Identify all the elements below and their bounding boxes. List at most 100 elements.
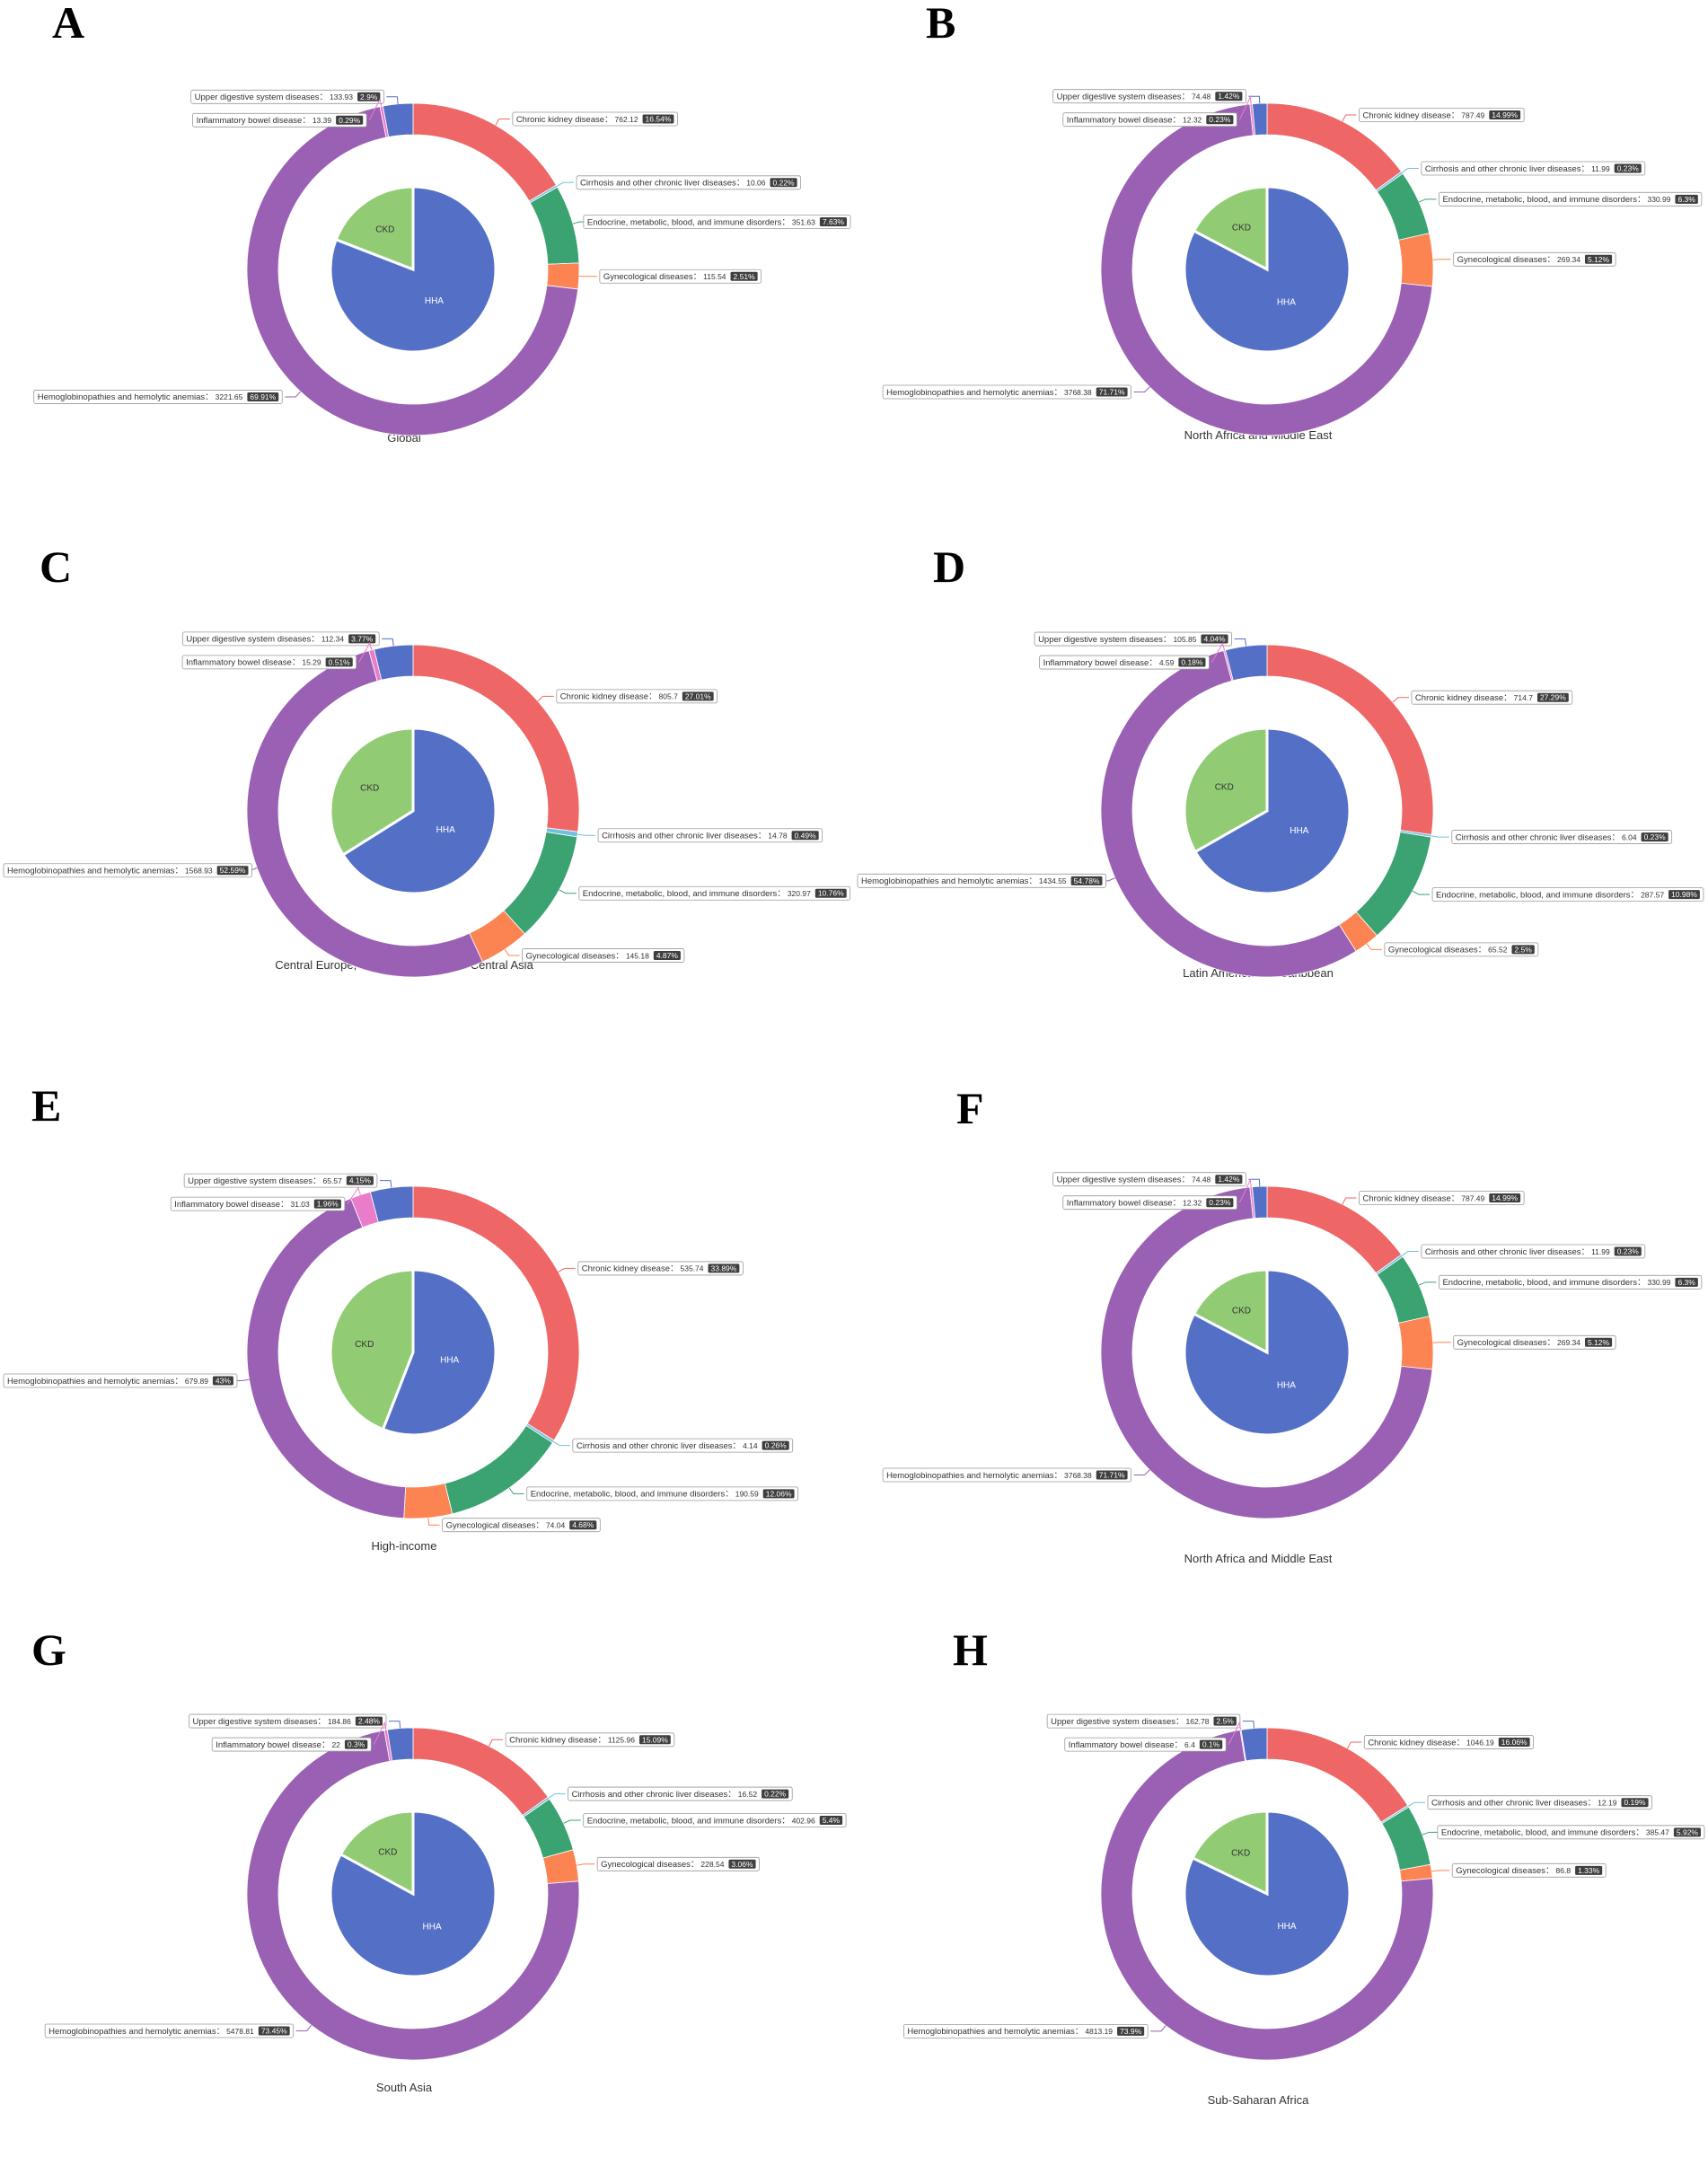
donut-slice-hemoglobinopathies-and-hemolytic-anemias[interactable] <box>246 650 483 978</box>
callout-percent: 16.54% <box>646 114 672 123</box>
callout-name: Chronic kidney disease： <box>516 115 613 125</box>
callout-value: 65.57 <box>323 1176 343 1185</box>
callout-percent: 1.33% <box>1578 1866 1600 1875</box>
donut-slice-upper-digestive-system-diseases[interactable] <box>382 102 414 137</box>
callout-chronic-kidney-disease: Chronic kidney disease： 714.7 27.29% <box>1392 690 1573 705</box>
callout-name: Chronic kidney disease： <box>509 1736 606 1746</box>
callout-percent: 0.22% <box>773 178 796 187</box>
callout-percent: 5.4% <box>823 1816 841 1825</box>
callout-endocrine-metabolic-blood-and-immune-disorders: Endocrine, metabolic, blood, and immune … <box>1418 1274 1703 1290</box>
pie-slice-ckd[interactable] <box>329 1268 415 1431</box>
panel-b: BNorth Africa and Middle EastCKDHHAChron… <box>854 0 1708 542</box>
panel-e: E High-income CKD HHA Chronic kidney disease… <box>0 1083 854 1624</box>
pie-slice-hha[interactable] <box>381 1268 497 1437</box>
callout-percent: 16.06% <box>1501 1738 1528 1747</box>
callout-percent: 2.48% <box>358 1717 381 1726</box>
donut-slice-upper-digestive-system-diseases[interactable] <box>1225 644 1268 682</box>
donut-slice-gynecological-diseases[interactable] <box>1397 1316 1434 1370</box>
panel-f: F North Africa and Middle East CKD HHA Chron… <box>854 1083 1708 1624</box>
callout-hemoglobinopathies-and-hemolytic-anemias: Hemoglobinopathies and hemolytic anemias… <box>3 863 258 878</box>
callout-value: 14.78 <box>768 832 788 841</box>
callout-percent: 3.77% <box>351 634 374 643</box>
callout-value: 6.04 <box>1622 832 1637 841</box>
pie-slice-hha[interactable] <box>1183 1268 1351 1437</box>
pie-slice-hha[interactable] <box>329 1809 497 1978</box>
pie-slice-ckd[interactable] <box>1183 726 1269 854</box>
callout-percent: 69.91% <box>250 392 276 401</box>
callout-name: Upper digestive system diseases： <box>186 635 319 645</box>
donut-slice-hemoglobinopathies-and-hemolytic-anemias[interactable] <box>246 1730 580 2061</box>
donut-slice-upper-digestive-system-diseases[interactable] <box>369 1185 414 1223</box>
callout-gynecological-diseases: Gynecological diseases： 86.8 1.33% <box>1431 1862 1607 1878</box>
callout-percent: 0.1% <box>1202 1740 1220 1749</box>
callout-endocrine-metabolic-blood-and-immune-disorders: Endocrine, metabolic, blood, and immune … <box>559 885 851 901</box>
donut-slice-gynecological-diseases[interactable] <box>403 1483 453 1519</box>
callout-cirrhosis-and-other-chronic-liver-diseases: Cirrhosis and other chronic liver diseas… <box>577 828 823 843</box>
callout-name: Upper digestive system diseases： <box>188 1176 321 1186</box>
callout-value: 162.78 <box>1185 1717 1209 1726</box>
donut-slice-endocrine-metabolic-blood-and-immune-disorders[interactable] <box>529 186 580 265</box>
pie-slice-ckd[interactable] <box>1192 1268 1269 1355</box>
donut-slice-upper-digestive-system-diseases[interactable] <box>1252 1185 1268 1219</box>
callout-percent: 0.51% <box>329 657 351 666</box>
callout-percent: 0.22% <box>764 1790 787 1799</box>
donut-slice-upper-digestive-system-diseases[interactable] <box>386 1727 414 1762</box>
donut-slice-gynecological-diseases[interactable] <box>546 262 580 290</box>
donut-slice-endocrine-metabolic-blood-and-immune-disorders[interactable] <box>503 832 578 935</box>
donut-slice-upper-digestive-system-diseases[interactable] <box>1240 1727 1268 1762</box>
donut-slice-hemoglobinopathies-and-hemolytic-anemias[interactable] <box>246 1197 407 1519</box>
callout-name: Endocrine, metabolic, blood, and immune … <box>1442 195 1645 205</box>
callout-chronic-kidney-disease: Chronic kidney disease： 787.49 14.99% <box>1342 1191 1525 1205</box>
donut-slice-hemoglobinopathies-and-hemolytic-anemias[interactable] <box>1100 1729 1434 2061</box>
pie-slice-ckd[interactable] <box>1192 185 1269 272</box>
pie-label-hha: HHA <box>1290 826 1308 836</box>
callout-value: 402.96 <box>792 1816 815 1825</box>
callout-percent: 33.89% <box>711 1264 737 1272</box>
donut-slice-upper-digestive-system-diseases[interactable] <box>374 644 414 681</box>
pie-label-hha: HHA <box>1277 1380 1296 1390</box>
donut-slice-hemoglobinopathies-and-hemolytic-anemias[interactable] <box>1100 649 1357 978</box>
pie-slice-ckd[interactable] <box>334 185 415 272</box>
callout-inflammatory-bowel-disease: Inflammatory bowel disease： 4.59 0.18% <box>1039 642 1226 670</box>
donut-slice-gynecological-diseases[interactable] <box>1397 233 1434 287</box>
callout-name: Inflammatory bowel disease： <box>1069 1740 1183 1750</box>
callout-percent: 1.42% <box>1218 1175 1240 1184</box>
callout-name: Hemoglobinopathies and hemolytic anemias… <box>48 2027 225 2037</box>
callout-name: Cirrhosis and other chronic liver diseas… <box>1425 1247 1589 1257</box>
callout-percent: 0.23% <box>1617 1247 1640 1256</box>
callout-name: Inflammatory bowel disease： <box>186 658 300 668</box>
pie-slice-hha[interactable] <box>1183 185 1351 354</box>
pie-slice-hha[interactable] <box>1193 726 1351 895</box>
pie-slice-hha[interactable] <box>329 185 497 354</box>
callout-percent: 2.51% <box>734 272 756 281</box>
donut-slice-hemoglobinopathies-and-hemolytic-anemias[interactable] <box>1100 103 1433 436</box>
callout-percent: 0.23% <box>1644 832 1667 841</box>
callout-percent: 5.12% <box>1588 1338 1610 1347</box>
callout-value: 65.52 <box>1488 946 1508 955</box>
callout-value: 269.34 <box>1557 1338 1580 1347</box>
callout-value: 115.54 <box>703 272 726 281</box>
callout-cirrhosis-and-other-chronic-liver-diseases: Cirrhosis and other chronic liver diseas… <box>548 1786 793 1801</box>
donut-slice-upper-digestive-system-diseases[interactable] <box>1252 102 1268 136</box>
callout-value: 287.57 <box>1641 890 1664 899</box>
donut-slice-hemoglobinopathies-and-hemolytic-anemias[interactable] <box>1100 1186 1433 1519</box>
callout-value: 74.04 <box>546 1520 566 1529</box>
callout-value: 5478.81 <box>226 2027 254 2036</box>
callout-gynecological-diseases: Gynecological diseases： 228.54 3.06% <box>577 1856 760 1871</box>
pie-label-ckd: CKD <box>1231 1848 1250 1858</box>
callout-upper-digestive-system-diseases: Upper digestive system diseases： 133.93 2.… <box>190 89 399 104</box>
panel-g: G South Asia CKD HHA Chronic kidney disease：… <box>0 1624 854 2166</box>
pie-slice-ckd[interactable] <box>1191 1809 1269 1897</box>
callout-name: Gynecological diseases： <box>603 272 701 282</box>
panel-a: A Global CKD HHA Chronic kidney disease： 762.… <box>0 0 854 542</box>
callout-name: Endocrine, metabolic, blood, and immune … <box>587 1816 790 1826</box>
pie-slice-hha[interactable] <box>1183 1809 1351 1978</box>
pie-slice-ckd[interactable] <box>339 1809 415 1897</box>
pie-slice-hha[interactable] <box>341 726 497 895</box>
callout-name: Inflammatory bowel disease： <box>1067 115 1181 125</box>
callout-endocrine-metabolic-blood-and-immune-disorders: Endocrine, metabolic, blood, and immune … <box>1418 191 1703 207</box>
callout-name: Hemoglobinopathies and hemolytic anemias… <box>7 1377 183 1387</box>
callout-percent: 1.42% <box>1218 92 1240 101</box>
donut-slice-endocrine-metabolic-blood-and-immune-disorders[interactable] <box>1355 832 1432 937</box>
donut-slice-hemoglobinopathies-and-hemolytic-anemias[interactable] <box>246 106 579 436</box>
